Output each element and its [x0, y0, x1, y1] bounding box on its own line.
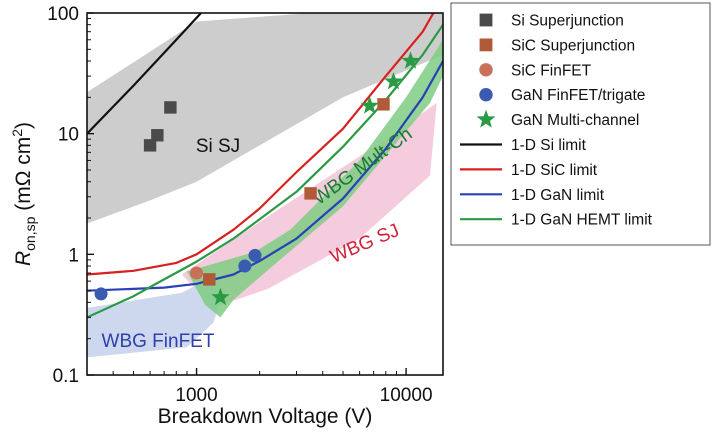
legend-label-si-superjunction: Si Superjunction [511, 13, 624, 30]
legend-label-1-d-si-limit: 1-D Si limit [511, 137, 587, 154]
y-axis-title-units: (mΩ cm [12, 137, 35, 217]
data-points [94, 51, 420, 306]
legend-label-1-d-sic-limit: 1-D SiC limit [511, 162, 598, 179]
legend-marker-gan-finfet-trigate [479, 87, 493, 102]
line-1-d-si-limit [87, 13, 202, 135]
point-gan-multi-channel [384, 72, 403, 90]
region-wbg-finfet [87, 274, 221, 358]
point-sic-superjunction [203, 273, 216, 286]
legend-box [450, 2, 711, 246]
point-sic-superjunction [304, 187, 317, 200]
point-si-superjunction [151, 129, 164, 142]
point-gan-finfet-trigate [248, 248, 262, 262]
region-si-sj [87, 13, 443, 224]
legend-label-sic-superjunction: SiC Superjunction [511, 37, 635, 54]
shaded-regions [87, 13, 443, 358]
line-1-d-gan-limit [87, 60, 443, 292]
region-wbg-mult-ch [187, 39, 443, 318]
y-axis-title-main: R [12, 251, 35, 266]
point-gan-finfet-trigate [238, 259, 252, 273]
point-gan-multi-channel [401, 51, 420, 69]
legend-marker-sic-finfet [479, 63, 493, 77]
y-axis-title-close: ) [12, 122, 35, 129]
legend-marker-si-superjunction [479, 13, 493, 27]
point-sic-finfet [190, 266, 204, 280]
x-tick-label: 10000 [380, 385, 433, 406]
y-tick-label: 100 [47, 4, 79, 25]
legend-label-1-d-gan-limit: 1-D GaN limit [511, 187, 605, 204]
y-tick-label: 1 [68, 245, 79, 266]
plot-frame [86, 12, 444, 376]
point-si-superjunction [164, 101, 177, 114]
legend-marker-sic-superjunction [479, 38, 493, 52]
x-tick-label: 1000 [175, 385, 217, 406]
y-axis-title-sup: 2 [9, 129, 25, 137]
y-tick-label: 0.1 [53, 366, 79, 387]
legend: Si Superjunction SiC Superjunction SiC Fin… [450, 2, 711, 246]
legend-label-gan-finfet-trigate: GaN FinFET/trigate [511, 87, 645, 104]
line-1-d-sic-limit [87, 13, 435, 276]
y-axis-title: Ron,sp (mΩ cm2) [9, 122, 38, 266]
point-si-superjunction [143, 139, 157, 152]
region-label-wbg-finfet: WBG FinFET [102, 331, 215, 352]
legend-label-gan-multi-channel: GaN Multi-channel [511, 112, 639, 129]
line-1-d-gan-hemt-limit [87, 24, 443, 319]
legend-label-sic-finfet: SiC FinFET [511, 62, 592, 79]
point-sic-superjunction [377, 98, 390, 111]
y-tick-label: 10 [58, 125, 79, 146]
limit-lines [87, 13, 443, 319]
legend-marker-gan-multi-channel [476, 109, 496, 128]
point-gan-finfet-trigate [94, 287, 108, 301]
axes: 0.1 1 10 100 1000 10000 Breakdown Voltage (V) R… [9, 4, 433, 428]
y-axis-title-sub: on,sp [22, 216, 38, 250]
legend-label-1-d-gan-hemt-limit: 1-D GaN HEMT limit [511, 212, 653, 229]
point-gan-multi-channel [211, 287, 230, 306]
region-label-si-sj: Si SJ [196, 136, 240, 157]
x-axis-title: Breakdown Voltage (V) [158, 405, 373, 428]
point-gan-multi-channel [360, 96, 379, 114]
